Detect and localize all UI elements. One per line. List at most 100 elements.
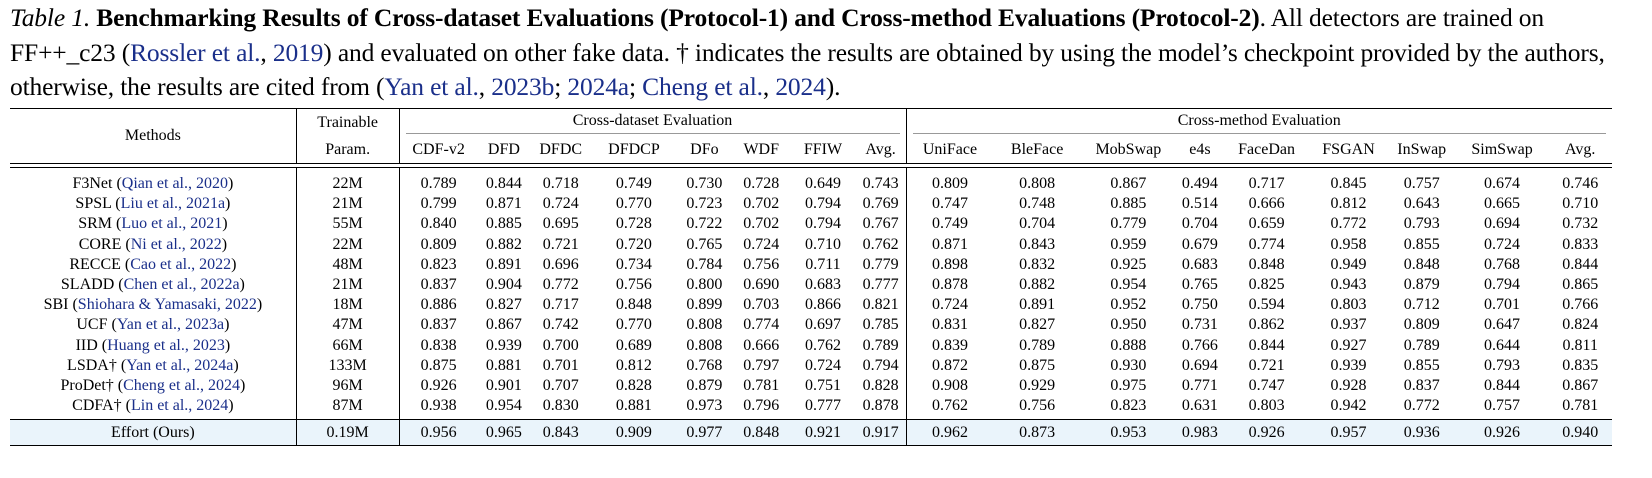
method-score-cell: 0.666	[1248, 195, 1285, 213]
method-name: SBI	[43, 296, 69, 314]
method-score-cell: 0.494	[1181, 175, 1218, 193]
table-row: LSDA† (Yan et al., 2024a) 133M 0.875 0.881 0…	[10, 355, 1612, 376]
dataset-score-cell: 0.828	[615, 376, 652, 394]
method-name: IID	[75, 336, 98, 354]
caption-text: ) and evaluated on other fake data. † in…	[10, 37, 1605, 102]
header-col-dataset: DFo	[690, 140, 719, 158]
table-row: SBI (Shiohara & Yamasaki, 2022) 18M 0.886 0…	[10, 295, 1612, 316]
method-score-cell: 0.867	[1110, 175, 1147, 193]
dataset-score-cell: 0.724	[743, 235, 780, 253]
method-name: RECCE	[69, 255, 121, 273]
method-score-cell: 0.848	[1403, 255, 1440, 273]
method-citation[interactable]: Huang et al., 2023	[107, 336, 225, 354]
dataset-score-cell: 0.666	[743, 336, 780, 354]
dataset-score-cell: 0.683	[804, 276, 841, 294]
header-cross-method-label: Cross-method Evaluation	[912, 112, 1606, 134]
dataset-score-cell: 0.695	[542, 215, 579, 233]
header-col-dataset: FFIW	[803, 140, 843, 158]
method-score-cell: 0.937	[1330, 316, 1367, 334]
citation-link[interactable]: Rossler et al.	[130, 37, 261, 67]
method-score-cell: 0.643	[1403, 195, 1440, 213]
table-row-ours: Effort (Ours) 0.19M 0.956 0.965 0.843 0.909 0.…	[10, 420, 1612, 446]
method-score-cell: 0.928	[1330, 376, 1367, 394]
dataset-score-cell: 0.767	[855, 214, 907, 235]
method-score-cell: 0.750	[1181, 296, 1218, 314]
method-cell: UCF (Yan et al., 2023a)	[10, 315, 297, 336]
table-row: SRM (Luo et al., 2021) 55M 0.840 0.885 0.695…	[10, 214, 1612, 235]
dataset-score-cell: 0.770	[615, 195, 652, 213]
method-score-cell: 0.710	[1562, 195, 1599, 213]
dataset-score-cell: 0.723	[686, 195, 723, 213]
dataset-score-cell: 0.977	[676, 420, 733, 446]
dataset-score-cell: 0.756	[615, 276, 652, 294]
dataset-score-cell: 0.899	[686, 296, 723, 314]
method-citation[interactable]: Cheng et al., 2024	[123, 376, 240, 394]
param-cell: 47M	[296, 315, 400, 336]
dataset-score-cell: 0.886	[420, 296, 457, 314]
dataset-score-cell: 0.728	[615, 215, 652, 233]
method-citation[interactable]: Liu et al., 2021a	[120, 195, 226, 213]
method-score-cell: 0.936	[1387, 420, 1456, 446]
caption-text: . All detectors are trained on FF++_c23 …	[10, 3, 1544, 67]
method-citation[interactable]: Yan et al., 2023a	[116, 316, 225, 334]
dataset-score-cell: 0.867	[485, 316, 522, 334]
method-cell: RECCE (Cao et al., 2022)	[10, 254, 297, 275]
method-score-cell: 0.927	[1330, 336, 1367, 354]
table-row: SPSL (Liu et al., 2021a) 21M 0.799 0.871 0.7…	[10, 194, 1612, 215]
method-score-cell: 0.631	[1181, 397, 1218, 415]
header-col-dataset: DFD	[487, 140, 520, 158]
dataset-score-cell: 0.700	[542, 336, 579, 354]
citation-link[interactable]: Cheng et al.	[642, 72, 763, 101]
method-score-cell: 0.747	[1248, 376, 1285, 394]
method-citation[interactable]: Lin et al., 2024	[130, 397, 229, 415]
dataset-score-cell: 0.917	[855, 420, 907, 446]
citation-link[interactable]: 2023b	[491, 72, 555, 101]
method-citation[interactable]: Cao et al., 2022	[130, 255, 232, 273]
dataset-score-cell: 0.784	[686, 255, 723, 273]
citation-link[interactable]: 2019	[272, 37, 324, 67]
dataset-score-cell: 0.770	[615, 316, 652, 334]
method-score-cell: 0.908	[931, 376, 968, 394]
method-score-cell: 0.939	[1330, 356, 1367, 374]
method-score-cell: 0.732	[1562, 215, 1599, 233]
header-col-dataset: WDF	[743, 140, 779, 158]
method-citation[interactable]: Shiohara & Yamasaki, 2022	[77, 296, 257, 314]
method-score-cell: 0.812	[1330, 195, 1367, 213]
dataset-score-cell: 0.689	[615, 336, 652, 354]
dataset-score-cell: 0.844	[485, 175, 522, 193]
dataset-score-cell: 0.848	[732, 420, 791, 446]
dataset-score-cell: 0.696	[542, 255, 579, 273]
citation-link[interactable]: 2024	[775, 72, 826, 101]
method-citation[interactable]: Chen et al., 2022a	[123, 276, 240, 294]
header-col-method: InSwap	[1397, 140, 1447, 158]
method-score-cell: 0.679	[1181, 235, 1218, 253]
method-score-cell: 0.823	[1110, 397, 1147, 415]
results-table: Methods Trainable Cross-dataset Evaluati…	[10, 108, 1612, 447]
dataset-score-cell: 0.812	[615, 356, 652, 374]
method-score-cell: 0.832	[1019, 255, 1056, 273]
method-score-cell: 0.844	[1562, 255, 1599, 273]
method-score-cell: 0.514	[1181, 195, 1218, 213]
dataset-score-cell: 0.649	[804, 175, 841, 193]
dataset-score-cell: 0.800	[686, 276, 723, 294]
dataset-score-cell: 0.823	[420, 255, 457, 273]
method-name: F3Net	[72, 175, 113, 193]
method-score-cell: 0.781	[1562, 397, 1599, 415]
method-citation[interactable]: Ni et al., 2022	[130, 235, 222, 253]
method-score-cell: 0.855	[1403, 356, 1440, 374]
dataset-score-cell: 0.794	[855, 355, 907, 376]
method-score-cell: 0.694	[1484, 215, 1521, 233]
dataset-score-cell: 0.954	[485, 397, 522, 415]
method-citation[interactable]: Yan et al., 2024a	[126, 356, 234, 374]
dataset-score-cell: 0.808	[686, 316, 723, 334]
method-citation[interactable]: Luo et al., 2021	[121, 215, 223, 233]
method-cell: SRM (Luo et al., 2021)	[10, 214, 297, 235]
citation-link[interactable]: 2024a	[567, 72, 629, 101]
method-score-cell: 0.958	[1330, 235, 1367, 253]
method-score-cell: 0.844	[1484, 376, 1521, 394]
method-citation[interactable]: Qian et al., 2020	[121, 175, 228, 193]
citation-link[interactable]: Yan et al.	[384, 72, 479, 101]
param-cell: 87M	[296, 396, 400, 420]
method-score-cell: 0.789	[1019, 336, 1056, 354]
caption-text: ).	[825, 72, 841, 101]
